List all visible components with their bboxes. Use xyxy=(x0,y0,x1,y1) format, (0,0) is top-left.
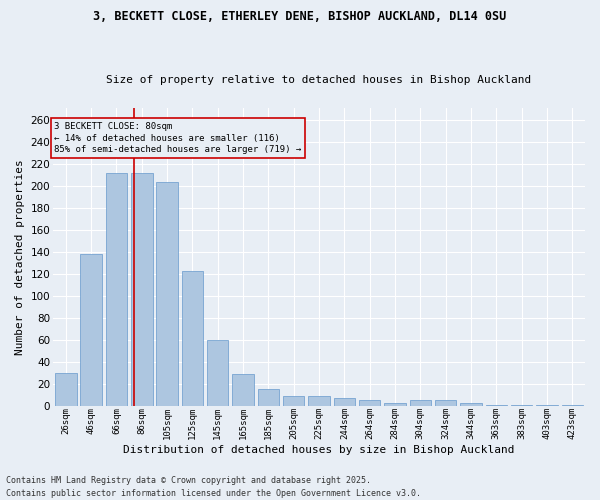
Bar xyxy=(131,174,152,406)
Bar xyxy=(257,390,279,406)
Bar xyxy=(207,340,229,406)
Bar xyxy=(80,254,102,406)
Text: 3, BECKETT CLOSE, ETHERLEY DENE, BISHOP AUCKLAND, DL14 0SU: 3, BECKETT CLOSE, ETHERLEY DENE, BISHOP … xyxy=(94,10,506,23)
Bar xyxy=(460,402,482,406)
Bar xyxy=(157,182,178,406)
Bar xyxy=(485,404,507,406)
Bar xyxy=(182,272,203,406)
Bar xyxy=(334,398,355,406)
Bar xyxy=(410,400,431,406)
Text: 3 BECKETT CLOSE: 80sqm
← 14% of detached houses are smaller (116)
85% of semi-de: 3 BECKETT CLOSE: 80sqm ← 14% of detached… xyxy=(55,122,302,154)
Bar xyxy=(511,404,532,406)
Bar xyxy=(384,402,406,406)
Bar xyxy=(359,400,380,406)
Text: Contains HM Land Registry data © Crown copyright and database right 2025.
Contai: Contains HM Land Registry data © Crown c… xyxy=(6,476,421,498)
Bar xyxy=(232,374,254,406)
X-axis label: Distribution of detached houses by size in Bishop Auckland: Distribution of detached houses by size … xyxy=(123,445,515,455)
Bar xyxy=(55,373,77,406)
Bar xyxy=(308,396,330,406)
Bar xyxy=(283,396,304,406)
Bar xyxy=(562,404,583,406)
Title: Size of property relative to detached houses in Bishop Auckland: Size of property relative to detached ho… xyxy=(106,76,532,86)
Bar xyxy=(106,174,127,406)
Y-axis label: Number of detached properties: Number of detached properties xyxy=(15,160,25,355)
Bar xyxy=(435,400,457,406)
Bar xyxy=(536,404,558,406)
